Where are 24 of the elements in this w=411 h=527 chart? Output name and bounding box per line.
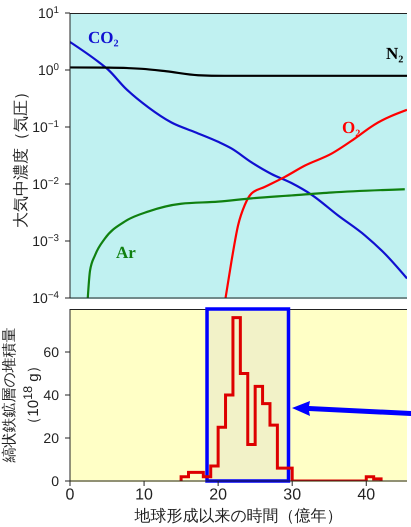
x-tick-label: 40	[357, 486, 376, 504]
y-tick-label: 10$^{−4}$	[32, 290, 60, 306]
y-tick-label: 10$^{−2}$	[32, 176, 59, 192]
x-tick-label: 20	[209, 486, 228, 504]
y-tick-label: 10$^{0}$	[38, 62, 60, 78]
line-series	[224, 108, 407, 298]
x-axis-title: 地球形成以来の時間（億年）	[134, 507, 342, 525]
y-tick-label: 60	[43, 344, 60, 360]
x-tick-label: 10	[135, 486, 154, 504]
y-tick-label: 20	[43, 430, 60, 446]
y-tick-label: 10$^{−3}$	[32, 232, 60, 249]
y-tick-label: 0	[51, 473, 60, 489]
series-label: O₂	[342, 118, 360, 138]
y-axis-title: 大気中濃度（気圧）	[13, 84, 31, 228]
line-series	[86, 188, 406, 298]
y-tick-label: 40	[43, 387, 60, 403]
x-tick-label: 30	[283, 486, 302, 504]
y-tick-label: 10$^{−1}$	[32, 118, 59, 135]
series-label: Ar	[116, 243, 136, 263]
x-tick-label: 0	[66, 486, 75, 504]
series-label: N₂	[386, 44, 404, 64]
line-series	[70, 66, 407, 77]
series-label: CO₂	[88, 28, 119, 48]
y-tick-label: 10$^{1}$	[38, 4, 59, 21]
